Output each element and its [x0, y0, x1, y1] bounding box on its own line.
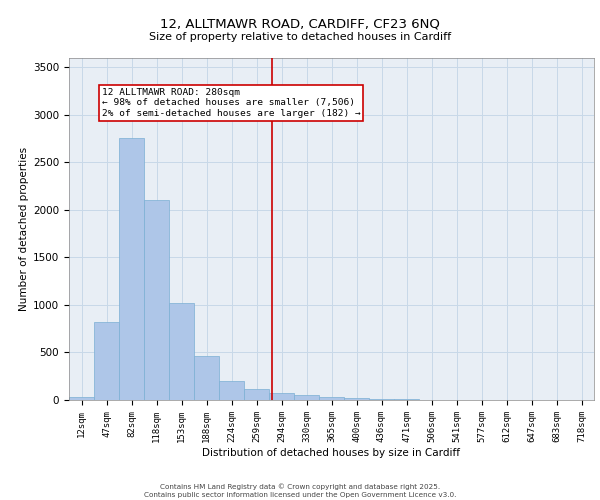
Text: Size of property relative to detached houses in Cardiff: Size of property relative to detached ho…	[149, 32, 451, 42]
Bar	[294, 395, 319, 400]
Bar	[94, 322, 119, 400]
Bar	[319, 396, 344, 400]
Bar	[269, 393, 294, 400]
Bar	[219, 381, 244, 400]
Bar	[119, 138, 144, 400]
X-axis label: Distribution of detached houses by size in Cardiff: Distribution of detached houses by size …	[203, 448, 461, 458]
Bar	[394, 399, 419, 400]
Text: Contains HM Land Registry data © Crown copyright and database right 2025.
Contai: Contains HM Land Registry data © Crown c…	[144, 484, 456, 498]
Bar	[69, 397, 94, 400]
Bar	[169, 303, 194, 400]
Bar	[344, 398, 369, 400]
Bar	[244, 389, 269, 400]
Text: 12, ALLTMAWR ROAD, CARDIFF, CF23 6NQ: 12, ALLTMAWR ROAD, CARDIFF, CF23 6NQ	[160, 18, 440, 30]
Y-axis label: Number of detached properties: Number of detached properties	[19, 146, 29, 311]
Bar	[144, 200, 169, 400]
Text: 12 ALLTMAWR ROAD: 280sqm
← 98% of detached houses are smaller (7,506)
2% of semi: 12 ALLTMAWR ROAD: 280sqm ← 98% of detach…	[101, 88, 360, 118]
Bar	[369, 399, 394, 400]
Bar	[194, 356, 219, 400]
